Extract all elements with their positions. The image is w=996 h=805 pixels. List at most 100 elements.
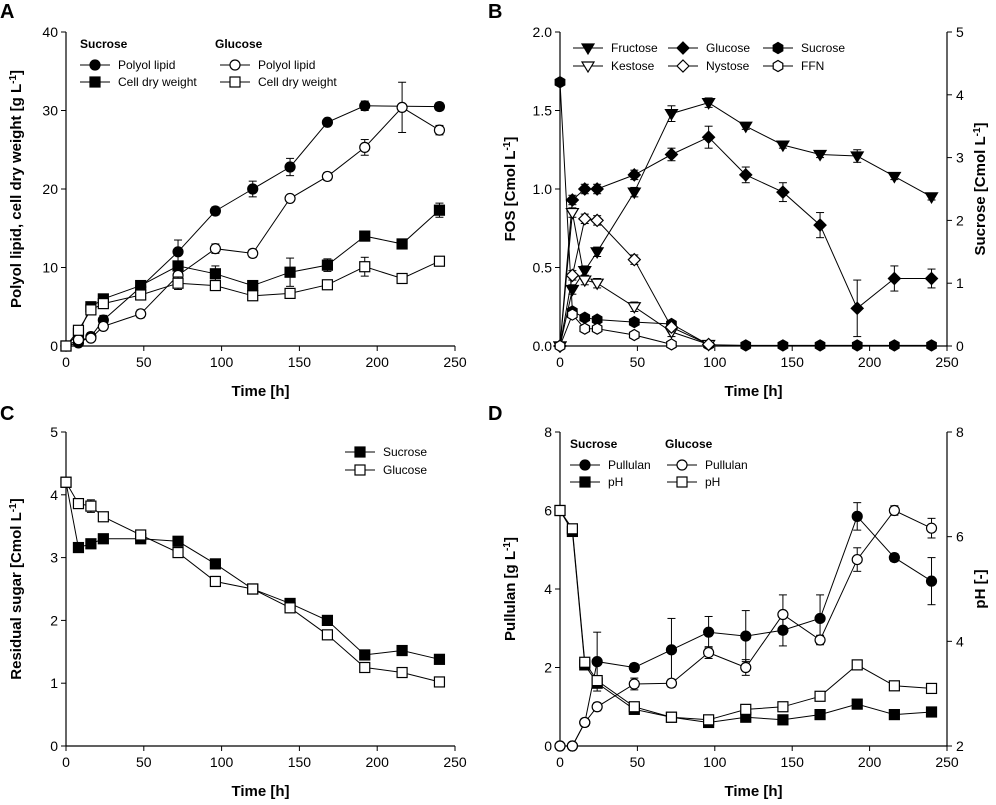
- data-point: [60, 340, 72, 352]
- data-point: [396, 644, 408, 657]
- y-tick-label: 0: [50, 338, 58, 354]
- legend-label: Fructose: [611, 41, 658, 55]
- x-axis-label: Time [h]: [231, 383, 289, 400]
- data-point: [627, 187, 642, 200]
- data-point: [703, 714, 715, 726]
- data-point: [590, 247, 605, 259]
- data-point: [851, 339, 863, 352]
- legend-label: Polyol lipid: [118, 58, 175, 72]
- x-tick-label: 250: [935, 754, 959, 770]
- data-point: [566, 740, 578, 752]
- data-point: [701, 337, 716, 352]
- data-point: [666, 338, 677, 351]
- data-point: [740, 661, 752, 674]
- legend-label: Polyol lipid: [258, 58, 315, 72]
- data-point: [888, 551, 900, 564]
- series-line: [559, 102, 932, 347]
- data-point: [209, 558, 221, 570]
- series-line: [65, 106, 440, 347]
- series-glucose-ph: [554, 504, 938, 726]
- legend-marker: [354, 464, 366, 476]
- y-tick-label: 0.0: [533, 338, 553, 354]
- y-right-tick-label: 3: [956, 150, 964, 166]
- x-tick-label: 200: [858, 354, 882, 370]
- legend-group-header: Sucrose: [570, 437, 618, 451]
- data-point: [850, 151, 865, 164]
- data-point: [565, 193, 580, 207]
- x-tick-label: 200: [366, 354, 390, 370]
- data-point: [433, 124, 446, 136]
- x-tick-label: 0: [556, 754, 564, 770]
- data-point: [590, 213, 605, 228]
- data-point: [396, 666, 408, 679]
- series-glucose: [60, 476, 446, 688]
- data-point: [321, 259, 334, 271]
- data-point: [887, 271, 902, 286]
- panel-b: B 0 50 100 150 200 250 0.0 0.5 1.0 1.5 2.0 0 1 2 3 4 5 Tim…: [488, 1, 989, 400]
- legend-group-header: Sucrose: [80, 37, 128, 51]
- legend-label: Pullulan: [608, 458, 651, 472]
- data-point: [627, 302, 642, 314]
- data-point: [321, 629, 334, 641]
- data-point: [925, 575, 938, 587]
- data-point: [740, 630, 752, 642]
- panel-letter: A: [0, 1, 14, 23]
- x-tick-label: 100: [703, 754, 727, 770]
- legend: Sucrose Glucose Polyol lipid Cell dry weigh…: [80, 37, 337, 89]
- legend-label: Sucrose: [801, 41, 845, 55]
- data-point: [740, 339, 752, 352]
- series-glucose-pullulan: [554, 504, 938, 752]
- x-tick-label: 150: [781, 354, 805, 370]
- legend: Fructose Glucose Sucrose Kestose Nystose FFN: [573, 41, 845, 74]
- x-axis-label: Time [h]: [724, 783, 782, 800]
- data-point: [209, 268, 221, 280]
- x-tick-label: 150: [288, 754, 312, 770]
- data-point: [396, 272, 408, 285]
- y-tick-label: 0: [50, 738, 58, 754]
- legend-marker: [580, 61, 596, 74]
- y-right-tick-label: 8: [956, 424, 964, 440]
- series-line: [65, 482, 440, 660]
- y-right-tick-label: 2: [956, 212, 964, 228]
- data-point: [924, 192, 939, 205]
- x-axis-label: Time [h]: [231, 783, 289, 800]
- legend-group-header: Glucose: [665, 437, 713, 451]
- y-tick-label: 1.0: [533, 181, 553, 197]
- data-point: [565, 284, 580, 297]
- data-point: [591, 656, 603, 668]
- data-point: [247, 290, 259, 302]
- data-point: [577, 266, 592, 278]
- y-tick-label: 4: [50, 487, 58, 503]
- series-line: [65, 209, 440, 347]
- x-tick-label: 200: [366, 754, 390, 770]
- x-tick-label: 50: [630, 754, 646, 770]
- legend-label: Glucose: [706, 41, 750, 55]
- x-tick-label: 250: [443, 754, 467, 770]
- legend-group-header: Glucose: [215, 37, 263, 51]
- legend-marker: [772, 59, 784, 73]
- data-point: [396, 101, 408, 113]
- panel-letter: C: [0, 403, 14, 425]
- legend-marker: [676, 476, 688, 488]
- data-point: [321, 279, 334, 291]
- data-point: [321, 614, 334, 627]
- legend-marker: [676, 41, 690, 55]
- y-axis-label: Residual sugar [Cmol L-1]: [8, 498, 26, 679]
- panel-a: A 0 50 100 150 200 250 0 10 20 30 40 Time [h] Polyol …: [0, 1, 467, 400]
- data-point: [433, 255, 446, 267]
- data-point: [738, 168, 753, 182]
- data-point: [627, 168, 642, 182]
- data-point: [925, 682, 938, 695]
- data-point: [135, 308, 147, 320]
- data-point: [72, 324, 85, 336]
- data-point: [247, 183, 259, 195]
- legend-marker: [229, 76, 241, 88]
- x-axis-label: Time [h]: [724, 383, 782, 400]
- data-point: [851, 698, 863, 710]
- y-tick-label: 2.0: [533, 24, 553, 40]
- data-point: [628, 678, 640, 690]
- data-point: [565, 207, 580, 220]
- data-point: [579, 311, 591, 324]
- series-line: [65, 105, 440, 347]
- x-tick-label: 100: [210, 754, 234, 770]
